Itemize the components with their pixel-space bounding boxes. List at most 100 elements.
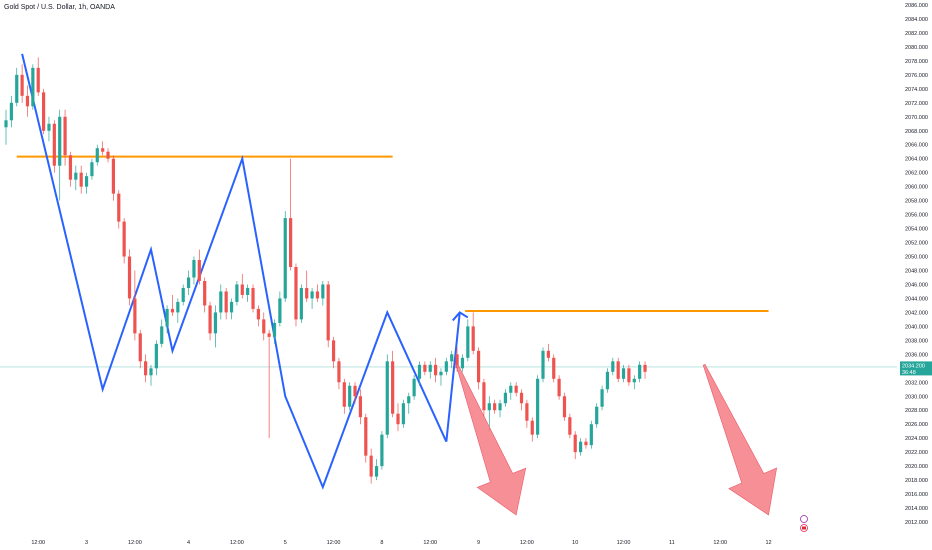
price-badge-bg <box>900 361 932 376</box>
candle-body <box>278 298 282 323</box>
price-tick-label: 2044.000 <box>905 296 928 302</box>
candle-body <box>197 260 201 281</box>
event-marker-icon[interactable] <box>800 515 808 523</box>
candle-body <box>149 368 153 376</box>
time-tick-label: 12:00 <box>520 540 534 546</box>
price-tick-label: 2056.000 <box>905 213 928 219</box>
candle-body <box>192 260 196 278</box>
candle-body <box>331 340 336 362</box>
candle-body <box>272 322 277 337</box>
candle-body <box>353 385 357 397</box>
candle-body <box>616 361 620 379</box>
countdown-timer: 36:48 <box>902 370 916 376</box>
price-tick-label: 2038.000 <box>905 338 928 344</box>
zigzag-trendline <box>21 53 448 490</box>
candle-body <box>552 357 556 379</box>
price-tick-label: 2022.000 <box>905 450 928 456</box>
time-tick-label: 3 <box>85 540 88 546</box>
price-tick-label: 2058.000 <box>905 199 928 205</box>
candle-body <box>514 385 518 393</box>
candle-body <box>611 361 615 372</box>
time-tick-label: 12:00 <box>31 540 45 546</box>
candle-body <box>423 364 427 372</box>
candle-body <box>251 287 255 309</box>
candle-body <box>186 277 191 288</box>
time-tick-label: 12:00 <box>128 540 142 546</box>
price-tick-label: 2030.000 <box>905 394 928 400</box>
candle-body <box>487 403 491 411</box>
price-tick-label: 2048.000 <box>905 268 928 274</box>
candle-body <box>122 221 126 257</box>
candle-body <box>31 67 35 107</box>
candle-body <box>289 218 293 267</box>
candle-body <box>530 420 534 435</box>
candle-body <box>562 396 567 418</box>
price-tick-label: 2068.000 <box>905 129 928 135</box>
price-tick-label: 2082.000 <box>905 31 928 37</box>
candle-body <box>600 389 604 407</box>
candle-body <box>95 148 99 163</box>
candle-body <box>627 368 631 383</box>
price-tick-label: 2050.000 <box>905 255 928 261</box>
candle-body <box>127 256 132 299</box>
candle-body <box>36 67 40 93</box>
candle-body <box>47 123 51 131</box>
candle-body <box>498 403 502 411</box>
time-tick-label: 10 <box>572 540 578 546</box>
candle-body <box>595 406 599 425</box>
candle-body <box>138 333 142 362</box>
candle-body <box>369 455 373 477</box>
candles-layer <box>4 57 647 484</box>
price-tick-label: 2032.000 <box>905 380 928 386</box>
candle-body <box>315 291 320 299</box>
candle-body <box>460 357 465 369</box>
candle-body <box>208 305 212 334</box>
time-tick-label: 11 <box>669 540 675 546</box>
candle-body <box>503 392 508 404</box>
candle-body <box>337 361 341 383</box>
candle-body <box>439 371 443 376</box>
candle-body <box>117 193 121 222</box>
candle-body <box>444 361 448 372</box>
price-tick-label: 2086.000 <box>905 3 928 9</box>
last-price-value: 2034.200 <box>902 363 925 369</box>
candle-body <box>181 287 185 302</box>
candle-body <box>15 74 19 103</box>
candle-body <box>9 102 13 121</box>
event-markers[interactable] <box>800 515 808 532</box>
candle-body <box>79 172 83 187</box>
price-tick-label: 2054.000 <box>905 227 928 233</box>
candle-body <box>294 267 298 320</box>
candle-body <box>68 155 73 180</box>
time-tick-label: 12:00 <box>327 540 341 546</box>
flag-icon <box>802 526 806 530</box>
candle-body <box>165 308 169 327</box>
price-tick-label: 2036.000 <box>905 352 928 358</box>
candle-body <box>213 312 218 334</box>
candle-body <box>342 382 346 407</box>
price-tick-label: 2012.000 <box>905 520 928 526</box>
price-tick-label: 2078.000 <box>905 59 928 65</box>
down-arrow-icon <box>455 364 527 516</box>
candle-body <box>396 413 400 425</box>
price-tick-label: 2024.000 <box>905 436 928 442</box>
price-tick-label: 2062.000 <box>905 171 928 177</box>
candle-body <box>299 287 303 320</box>
candle-body <box>267 333 271 337</box>
time-axis: 12:00 3 12:00 4 12:00 5 12:00 8 12:00 9 12:00 10 12:… <box>31 540 771 546</box>
price-tick-label: 2046.000 <box>905 282 928 288</box>
price-tick-label: 2016.000 <box>905 492 928 498</box>
candle-body <box>326 284 330 341</box>
candle-body <box>374 466 379 477</box>
candle-body <box>568 417 572 435</box>
candle-body <box>412 378 416 397</box>
price-tick-label: 2042.000 <box>905 310 928 316</box>
candle-body <box>638 364 642 379</box>
candle-body <box>434 364 438 376</box>
candle-body <box>450 354 454 362</box>
candle-body <box>144 361 148 376</box>
price-tick-label: 2076.000 <box>905 73 928 79</box>
candle-body <box>364 417 368 456</box>
